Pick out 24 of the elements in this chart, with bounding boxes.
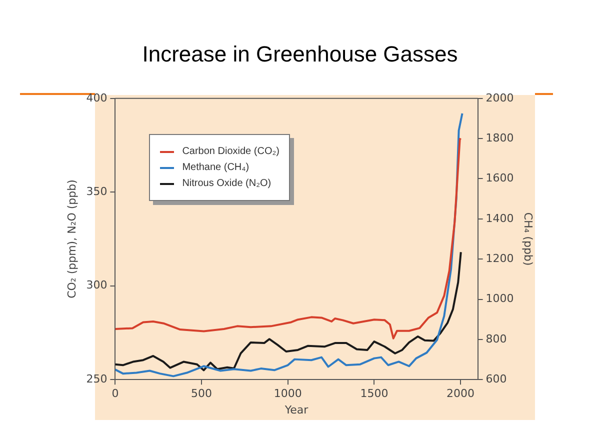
x-tick-label: 500: [191, 387, 212, 400]
y2-tick-label: 1200: [486, 252, 514, 265]
x-tick-label: 1000: [274, 387, 302, 400]
y-tick-label: 300: [86, 278, 108, 292]
x-tick-label: 1500: [360, 387, 388, 400]
y-tick-label: 250: [86, 372, 108, 386]
chart-title: Increase in Greenhouse Gasses: [142, 41, 458, 66]
legend-label: Nitrous Oxide (N₂O): [182, 178, 272, 190]
legend-label: Methane (CH₄): [182, 162, 250, 174]
y2-tick-label: 800: [486, 332, 507, 346]
x-tick-label: 0: [112, 387, 119, 400]
y-axis-title: CO₂ (ppm), N₂O (ppb): [65, 180, 78, 298]
y2-tick-label: 1000: [486, 292, 514, 306]
x-axis-title: Year: [284, 403, 309, 416]
y2-tick-label: 2000: [486, 91, 514, 104]
y2-tick-label: 1600: [486, 172, 514, 185]
y2-axis-title: CH₄ (ppb): [522, 212, 535, 266]
y2-tick-label: 1400: [486, 212, 514, 225]
x-tick-label: 2000: [446, 387, 475, 400]
y2-tick-label: 600: [486, 372, 507, 386]
y2-tick-label: 1800: [486, 131, 514, 144]
legend-label: Carbon Dioxide (CO₂): [182, 146, 280, 158]
y-tick-label: 350: [86, 184, 108, 198]
y-tick-label: 400: [86, 91, 108, 104]
